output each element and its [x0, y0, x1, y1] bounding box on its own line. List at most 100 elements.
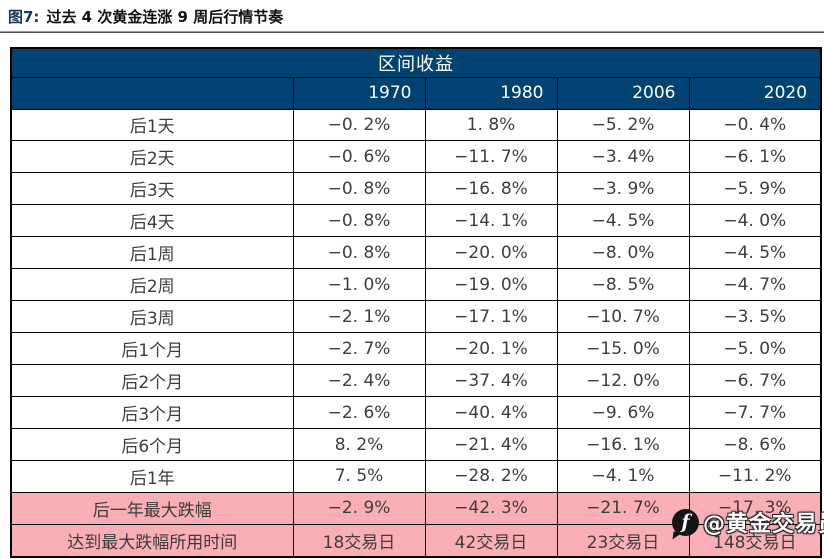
cell-2006: −8. 0%	[556, 236, 690, 270]
cell-1970: −0. 8%	[292, 172, 426, 206]
cell-2020: −6. 1%	[688, 140, 822, 174]
table-row: 后2个月 −2. 4% −37. 4% −12. 0% −6. 7%	[10, 364, 822, 398]
cell-1980: −20. 1%	[424, 332, 558, 366]
row-label: 后1年	[10, 459, 294, 493]
cell-2020: −4. 5%	[688, 236, 822, 270]
table-row: 后1天 −0. 2% 1. 8% −5. 2% −0. 4%	[10, 108, 822, 142]
row-label: 后1个月	[10, 332, 294, 366]
table-title: 区间收益	[10, 47, 822, 78]
table-row: 达到最大跌幅所用时间 18交易日 42交易日 23交易日 148交易日	[10, 523, 822, 558]
cell-1970: −0. 8%	[292, 236, 426, 270]
figure-caption: 图7: 过去 4 次黄金连涨 9 周后行情节奏	[8, 6, 283, 27]
cell-2006: −4. 5%	[556, 204, 690, 238]
watermark-text: @黄金交易员	[703, 512, 824, 537]
cell-1980: −17. 1%	[424, 300, 558, 334]
row-label: 后一年最大跌幅	[10, 491, 294, 525]
cell-1980: −14. 1%	[424, 204, 558, 238]
cell-2020: −4. 0%	[688, 204, 822, 238]
cell-1970: −0. 6%	[292, 140, 426, 174]
row-label: 后1周	[10, 236, 294, 270]
table-row: 后1个月 −2. 7% −20. 1% −15. 0% −5. 0%	[10, 332, 822, 366]
row-label: 后6个月	[10, 428, 294, 461]
cell-2006: −3. 9%	[556, 172, 690, 206]
row-label: 达到最大跌幅所用时间	[10, 523, 294, 558]
cell-1970: −0. 8%	[292, 204, 426, 238]
table-row: 后4天 −0. 8% −14. 1% −4. 5% −4. 0%	[10, 204, 822, 238]
table-row: 后2天 −0. 6% −11. 7% −3. 4% −6. 1%	[10, 140, 822, 174]
cell-2020: −3. 5%	[688, 300, 822, 334]
returns-table: 区间收益 1970 1980 2006 2020 后1天 −0. 2% 1. 8…	[10, 47, 823, 558]
figure-title: 过去 4 次黄金连涨 9 周后行情节奏	[46, 8, 284, 26]
cell-2020: −5. 9%	[688, 172, 822, 206]
column-header-2020: 2020	[688, 76, 822, 110]
cell-1970: −2. 1%	[292, 300, 426, 334]
row-label: 后2周	[10, 268, 294, 302]
cell-2006: −16. 1%	[556, 428, 690, 461]
table-row: 后2周 −1. 0% −19. 0% −8. 5% −4. 7%	[10, 268, 822, 302]
cell-1970: −2. 6%	[292, 396, 426, 430]
cell-1970: −2. 9%	[292, 491, 426, 525]
row-label: 后4天	[10, 204, 294, 238]
table-row: 后3个月 −2. 6% −40. 4% −9. 6% −7. 7%	[10, 396, 822, 430]
table-row: 后1周 −0. 8% −20. 0% −8. 0% −4. 5%	[10, 236, 822, 270]
table-row: 后3周 −2. 1% −17. 1% −10. 7% −3. 5%	[10, 300, 822, 334]
cell-2020: −6. 7%	[688, 364, 822, 398]
column-header-empty	[10, 76, 294, 110]
cell-1980: 42交易日	[424, 523, 558, 558]
cell-1980: −42. 3%	[424, 491, 558, 525]
row-label: 后3天	[10, 172, 294, 206]
cell-2020: −11. 2%	[688, 459, 822, 493]
cell-1970: −2. 7%	[292, 332, 426, 366]
table-row: 后6个月 8. 2% −21. 4% −16. 1% −8. 6%	[10, 428, 822, 461]
cell-1970: −2. 4%	[292, 364, 426, 398]
table-header-row: 1970 1980 2006 2020	[10, 76, 822, 110]
cell-2006: −9. 6%	[556, 396, 690, 430]
row-label: 后1天	[10, 108, 294, 142]
column-header-1970: 1970	[292, 76, 426, 110]
cell-2020: −8. 6%	[688, 428, 822, 461]
speech-bubble-f-icon: f	[672, 508, 699, 536]
cell-2020: −0. 4%	[688, 108, 822, 142]
cell-2006: 23交易日	[556, 523, 690, 558]
table-title-row: 区间收益	[10, 47, 822, 78]
cell-1980: −19. 0%	[424, 268, 558, 302]
cell-1980: −16. 8%	[424, 172, 558, 206]
cell-1980: −20. 0%	[424, 236, 558, 270]
cell-1980: −40. 4%	[424, 396, 558, 430]
cell-1980: −21. 4%	[424, 428, 558, 461]
table-row: 后一年最大跌幅 −2. 9% −42. 3% −21. 7% −17. 3%	[10, 491, 822, 525]
cell-1970: −0. 2%	[292, 108, 426, 142]
cell-2020: −7. 7%	[688, 396, 822, 430]
cell-1980: −28. 2%	[424, 459, 558, 493]
row-label: 后3周	[10, 300, 294, 334]
cell-1980: −37. 4%	[424, 364, 558, 398]
cell-1970: 18交易日	[292, 523, 426, 558]
column-header-1980: 1980	[424, 76, 558, 110]
cell-2020: 148交易日	[688, 523, 822, 558]
cell-1980: −11. 7%	[424, 140, 558, 174]
cell-2020: −5. 0%	[688, 332, 822, 366]
table-row: 后3天 −0. 8% −16. 8% −3. 9% −5. 9%	[10, 172, 822, 206]
column-header-2006: 2006	[556, 76, 690, 110]
row-label: 后2天	[10, 140, 294, 174]
cell-1970: −1. 0%	[292, 268, 426, 302]
table-row: 后1年 7. 5% −28. 2% −4. 1% −11. 2%	[10, 459, 822, 493]
watermark: f @黄金交易员	[672, 506, 824, 538]
cell-1970: 8. 2%	[292, 428, 426, 461]
cell-2006: −21. 7%	[556, 491, 690, 525]
caption-divider	[0, 31, 824, 33]
figure-number-label: 图7:	[8, 8, 40, 26]
cell-2006: −4. 1%	[556, 459, 690, 493]
cell-2006: −8. 5%	[556, 268, 690, 302]
cell-2006: −3. 4%	[556, 140, 690, 174]
cell-1970: 7. 5%	[292, 459, 426, 493]
cell-2020: −4. 7%	[688, 268, 822, 302]
row-label: 后2个月	[10, 364, 294, 398]
cell-2006: −15. 0%	[556, 332, 690, 366]
row-label: 后3个月	[10, 396, 294, 430]
cell-2020: −17. 3%	[688, 491, 822, 525]
cell-1980: 1. 8%	[424, 108, 558, 142]
cell-2006: −12. 0%	[556, 364, 690, 398]
cell-2006: −10. 7%	[556, 300, 690, 334]
